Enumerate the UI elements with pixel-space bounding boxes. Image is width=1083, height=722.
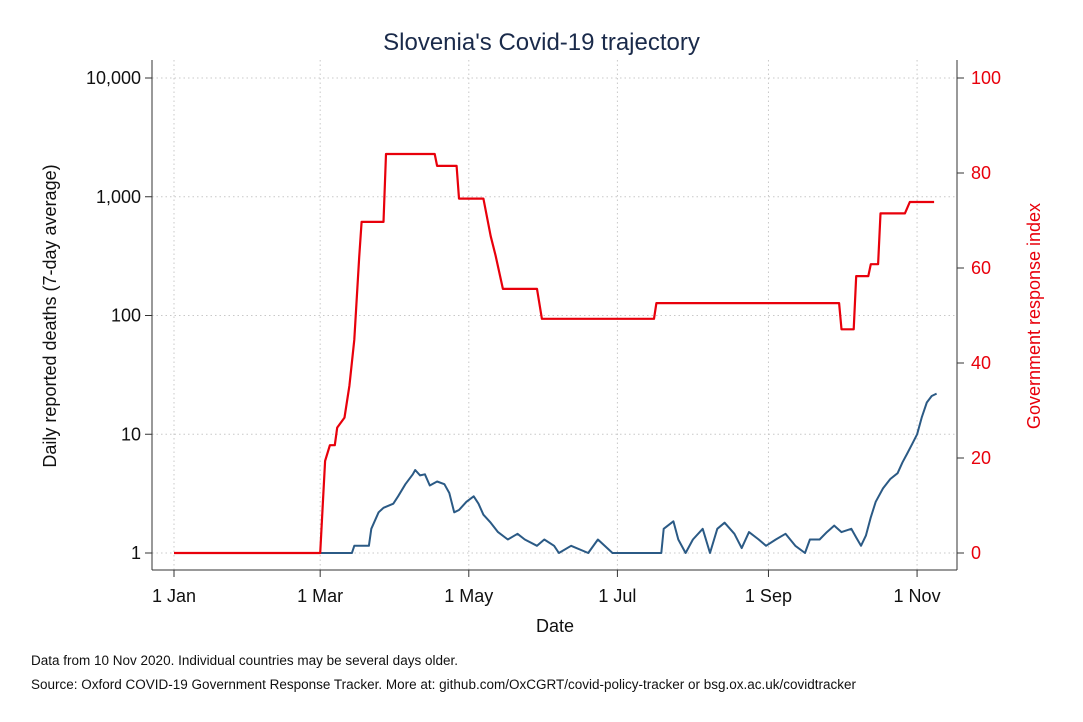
x-tick-label: 1 May xyxy=(444,586,493,606)
x-tick-label: 1 Mar xyxy=(297,586,343,606)
y2-axis-title: Government response index xyxy=(1024,203,1044,429)
y-tick-label: 100 xyxy=(111,306,141,326)
x-axis-title: Date xyxy=(536,616,574,636)
y-tick-label: 1 xyxy=(131,543,141,563)
ticks: 1 Jan 1 Mar 1 May 1 Jul 1 Sep 1 Nov 1 10 100 1,00… xyxy=(86,68,1001,606)
data-note: Data from 10 Nov 2020. Individual countr… xyxy=(31,653,458,668)
grid xyxy=(152,60,957,570)
y-tick-label: 1,000 xyxy=(96,187,141,207)
y-axis-title: Daily reported deaths (7-day average) xyxy=(40,164,60,467)
x-tick-label: 1 Nov xyxy=(894,586,941,606)
x-tick-label: 1 Jul xyxy=(598,586,636,606)
y2-tick-label: 80 xyxy=(971,163,991,183)
series-lines xyxy=(174,152,938,555)
y2-tick-label: 20 xyxy=(971,448,991,468)
y2-tick-label: 100 xyxy=(971,68,1001,88)
series-line-deaths xyxy=(174,392,938,554)
x-tick-label: 1 Jan xyxy=(152,586,196,606)
y2-tick-label: 40 xyxy=(971,353,991,373)
y-tick-label: 10 xyxy=(121,424,141,444)
y2-tick-label: 0 xyxy=(971,543,981,563)
y2-tick-label: 60 xyxy=(971,258,991,278)
series-line-response-index xyxy=(174,152,935,555)
source-note: Source: Oxford COVID-19 Government Respo… xyxy=(31,677,857,692)
x-tick-label: 1 Sep xyxy=(745,586,792,606)
chart-title: Slovenia's Covid-19 trajectory xyxy=(383,29,700,56)
y-tick-label: 10,000 xyxy=(86,68,141,88)
